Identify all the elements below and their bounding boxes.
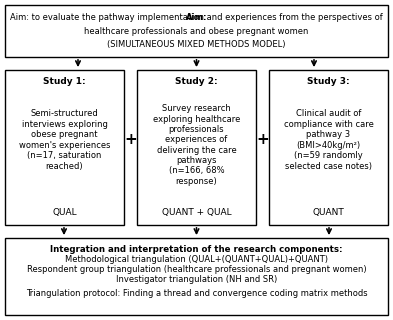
Text: Aim:: Aim: [186,13,207,22]
Bar [137,70,256,225]
Bar [5,238,388,315]
Text: Study 2:: Study 2: [175,76,218,85]
Text: Triangulation protocol: Finding a thread and convergence coding matrix methods: Triangulation protocol: Finding a thread… [26,290,367,299]
Text: Respondent group triangulation (healthcare professionals and pregnant women): Respondent group triangulation (healthca… [27,266,366,275]
Text: QUANT + QUAL: QUANT + QUAL [162,209,231,218]
Bar [269,70,388,225]
Text: Survey research
exploring healthcare
professionals
experiences of
delivering the: Survey research exploring healthcare pro… [153,104,240,186]
Bar [5,5,388,57]
Text: +: + [256,132,269,147]
Text: (SIMULTANEOUS MIXED METHODS MODEL): (SIMULTANEOUS MIXED METHODS MODEL) [107,39,286,49]
Text: Study 3:: Study 3: [307,76,350,85]
Text: QUAL: QUAL [52,209,77,218]
Text: QUANT: QUANT [312,209,344,218]
Text: +: + [124,132,137,147]
Text: Investigator triangulation (NH and SR): Investigator triangulation (NH and SR) [116,276,277,284]
Text: Aim: to evaluate the pathway implementation and experiences from the perspective: Aim: to evaluate the pathway implementat… [10,13,383,22]
Text: Semi-structured
interviews exploring
obese pregnant
women's experiences
(n=17, s: Semi-structured interviews exploring obe… [19,109,110,171]
Bar [5,70,124,225]
Text: Clinical audit of
compliance with care
pathway 3
(BMI>40kg/m²)
(n=59 randomly
se: Clinical audit of compliance with care p… [284,109,373,171]
Text: Methodological triangulation (QUAL+(QUANT+QUAL)+QUANT): Methodological triangulation (QUAL+(QUAN… [65,255,328,265]
Text: Study 1:: Study 1: [43,76,86,85]
Text: healthcare professionals and obese pregnant women: healthcare professionals and obese pregn… [84,27,309,36]
Text: Integration and interpretation of the research components:: Integration and interpretation of the re… [50,244,343,253]
